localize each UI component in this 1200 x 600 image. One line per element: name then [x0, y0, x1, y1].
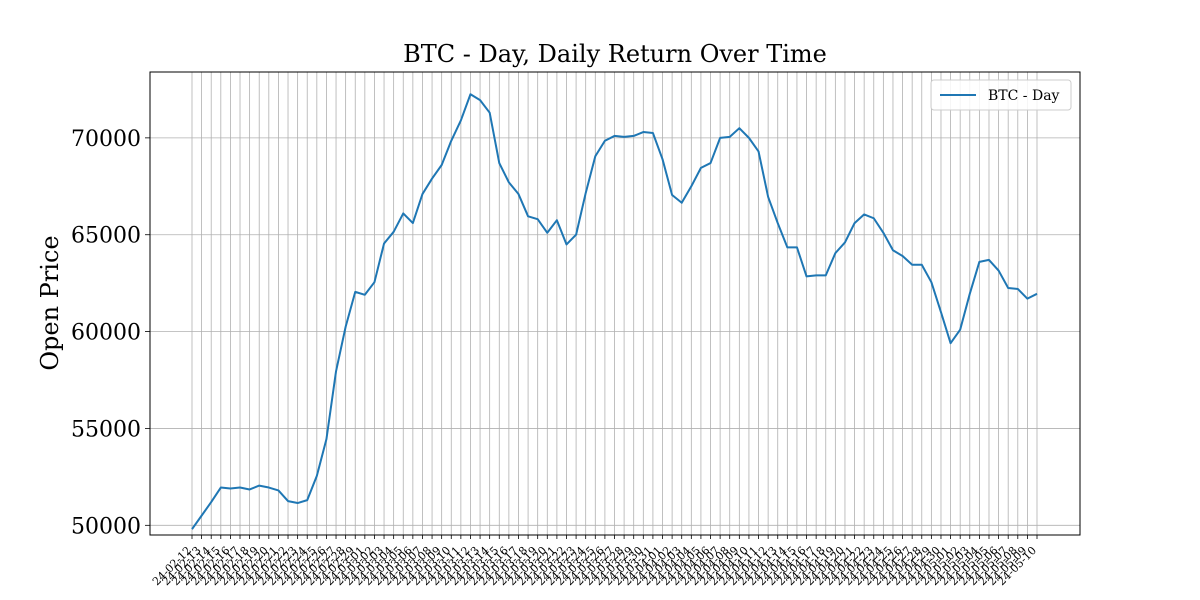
- legend-box: [930, 79, 1072, 111]
- y-gridlines: [150, 137, 1080, 526]
- y-tick-label: 50000: [71, 514, 141, 539]
- y-tick-label: 55000: [71, 417, 141, 442]
- y-axis-ticks: 50000 55000 60000 65000 70000: [71, 127, 150, 539]
- series-layer: [191, 93, 1038, 530]
- y-tick-label: 60000: [71, 321, 141, 346]
- y-axis-label: Open Price: [36, 235, 64, 370]
- y-tick-label: 65000: [71, 224, 141, 249]
- x-axis-ticks: 24-02-1224-02-1324-02-1424-02-1524-02-16…: [150, 535, 1039, 588]
- series-line: [191, 93, 1038, 530]
- plot-frame: [149, 71, 1081, 536]
- x-gridlines: [191, 72, 1038, 535]
- y-tick-label: 70000: [71, 127, 141, 152]
- chart-title: BTC - Day, Daily Return Over Time: [403, 40, 827, 68]
- legend-label: BTC - Day: [988, 88, 1060, 104]
- legend: BTC - Day: [930, 79, 1072, 111]
